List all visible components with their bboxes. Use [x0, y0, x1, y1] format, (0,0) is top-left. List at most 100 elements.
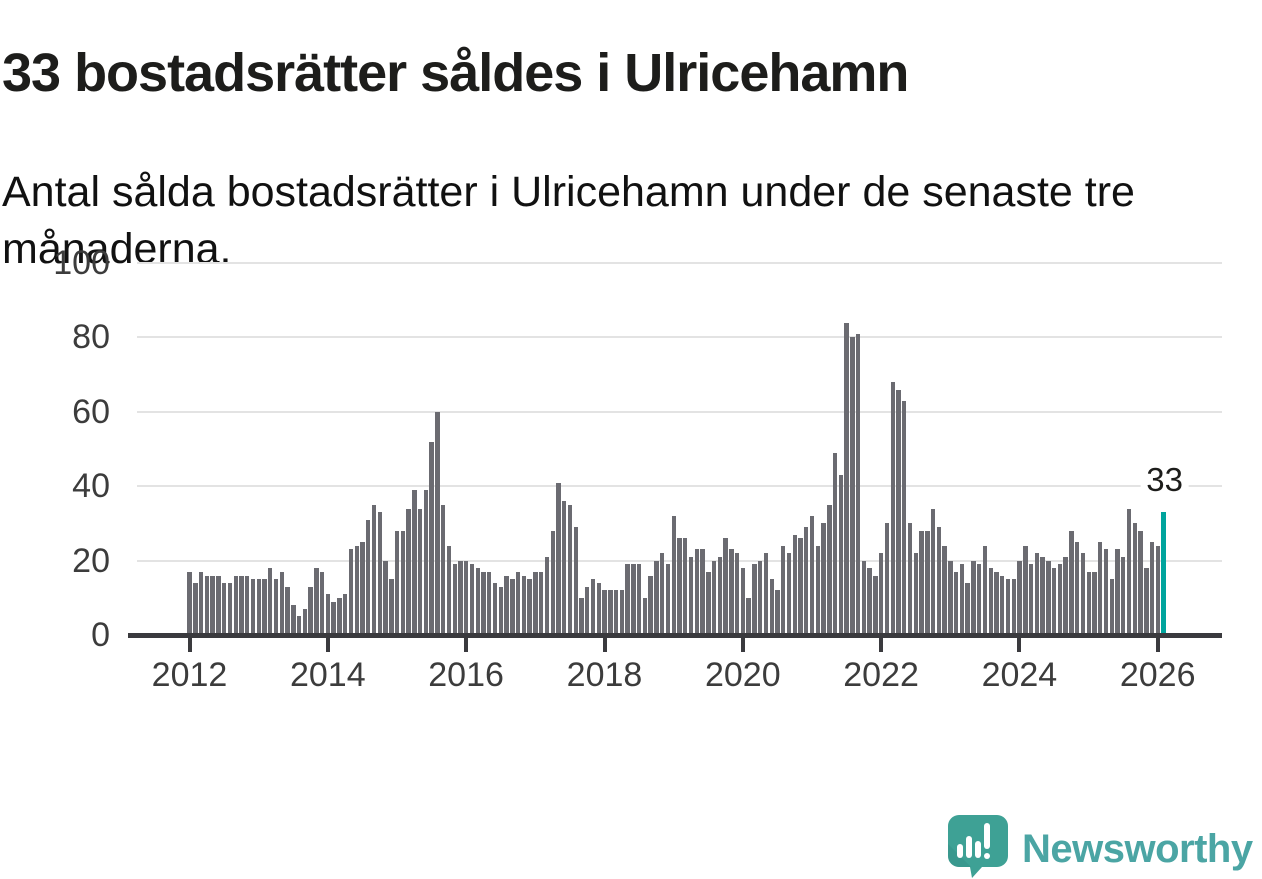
- bar: [717, 556, 723, 635]
- bar: [296, 616, 302, 635]
- gridline-y100: [137, 262, 1222, 264]
- bar: [977, 564, 982, 635]
- x-axis-tick-label: 2018: [566, 656, 643, 694]
- bar: [256, 579, 261, 635]
- bar: [458, 560, 463, 635]
- bar: [343, 594, 348, 635]
- bar: [1098, 542, 1103, 635]
- bar: [1063, 556, 1068, 635]
- bar: [1138, 530, 1143, 635]
- bar: [671, 516, 676, 635]
- y-axis-tick-label: 80: [72, 318, 110, 357]
- bar: [838, 475, 844, 635]
- bar: [677, 538, 682, 635]
- bar: [360, 542, 365, 635]
- x-axis-tick: [464, 635, 469, 652]
- bar: [273, 579, 279, 635]
- y-axis-tick-label: 40: [72, 467, 110, 506]
- bar: [446, 545, 452, 635]
- bar: [769, 579, 774, 635]
- bar: [210, 575, 215, 635]
- bar: [613, 590, 619, 635]
- bar: [498, 586, 504, 635]
- bar: [792, 534, 797, 635]
- bar: [936, 527, 942, 635]
- bar: [596, 582, 601, 635]
- bar: [1028, 564, 1034, 635]
- bar: [896, 389, 901, 635]
- bar: [1080, 553, 1086, 635]
- bar: [556, 482, 561, 635]
- bar: [971, 560, 976, 635]
- bar: [821, 523, 826, 635]
- x-axis-tick-label: 2024: [981, 656, 1058, 694]
- y-axis-tick-label: 0: [91, 616, 110, 654]
- bar: [608, 590, 613, 635]
- bar: [573, 527, 578, 635]
- bar: [279, 571, 284, 635]
- bar: [1115, 549, 1120, 635]
- x-axis-tick: [187, 635, 192, 652]
- bar: [544, 556, 550, 635]
- bar: [850, 337, 855, 635]
- bar: [221, 582, 227, 635]
- x-axis-tick-label: 2016: [428, 656, 504, 694]
- y-axis-tick-label: 20: [72, 541, 110, 580]
- bar: [867, 568, 872, 635]
- bar: [925, 530, 930, 635]
- bar: [982, 545, 988, 635]
- x-axis-tick: [325, 635, 330, 652]
- bar: [521, 575, 527, 635]
- bar: [660, 553, 665, 635]
- highlight-value-label: 33: [1140, 462, 1189, 498]
- bar: [371, 504, 377, 635]
- bar: [815, 545, 820, 635]
- bar: [354, 545, 359, 635]
- x-axis-tick: [740, 635, 745, 652]
- bar: [348, 549, 354, 635]
- x-axis-tick-label: 2026: [1119, 656, 1196, 694]
- bar: [602, 590, 607, 635]
- bar: [245, 575, 250, 635]
- bar: [734, 553, 740, 635]
- bar: [988, 568, 993, 635]
- bar: [533, 571, 538, 635]
- bar: [913, 553, 918, 635]
- bar: [1126, 508, 1132, 635]
- bar: [389, 579, 394, 635]
- gridline-y40: [137, 485, 1222, 488]
- bar: [688, 556, 694, 635]
- bar: [452, 564, 457, 635]
- bar: [227, 582, 233, 635]
- bar: [400, 530, 406, 635]
- bar: [1155, 545, 1161, 635]
- bar: [786, 553, 792, 635]
- bar: [406, 508, 411, 635]
- x-axis-tick: [1017, 635, 1022, 652]
- bar: [319, 571, 325, 635]
- bar: [746, 597, 751, 635]
- bar: [809, 516, 815, 635]
- bar: [412, 489, 417, 635]
- bar: [302, 609, 308, 635]
- bar: [844, 322, 849, 635]
- bar: [752, 564, 757, 635]
- bar: [394, 530, 400, 635]
- bar-chart-exclamation-glyph: [957, 823, 990, 859]
- bar: [994, 571, 999, 635]
- bar: [654, 560, 659, 635]
- bar: [579, 597, 584, 635]
- bar: [250, 579, 256, 635]
- bar: [233, 575, 238, 635]
- bar: [475, 568, 480, 635]
- bar: [648, 575, 653, 635]
- bar: [879, 553, 884, 635]
- bar: [366, 519, 371, 635]
- bar: [1121, 556, 1126, 635]
- x-axis-tick: [879, 635, 884, 652]
- bar: [423, 489, 429, 635]
- bar: [711, 560, 717, 635]
- bar: [694, 549, 699, 635]
- bar: [959, 564, 965, 635]
